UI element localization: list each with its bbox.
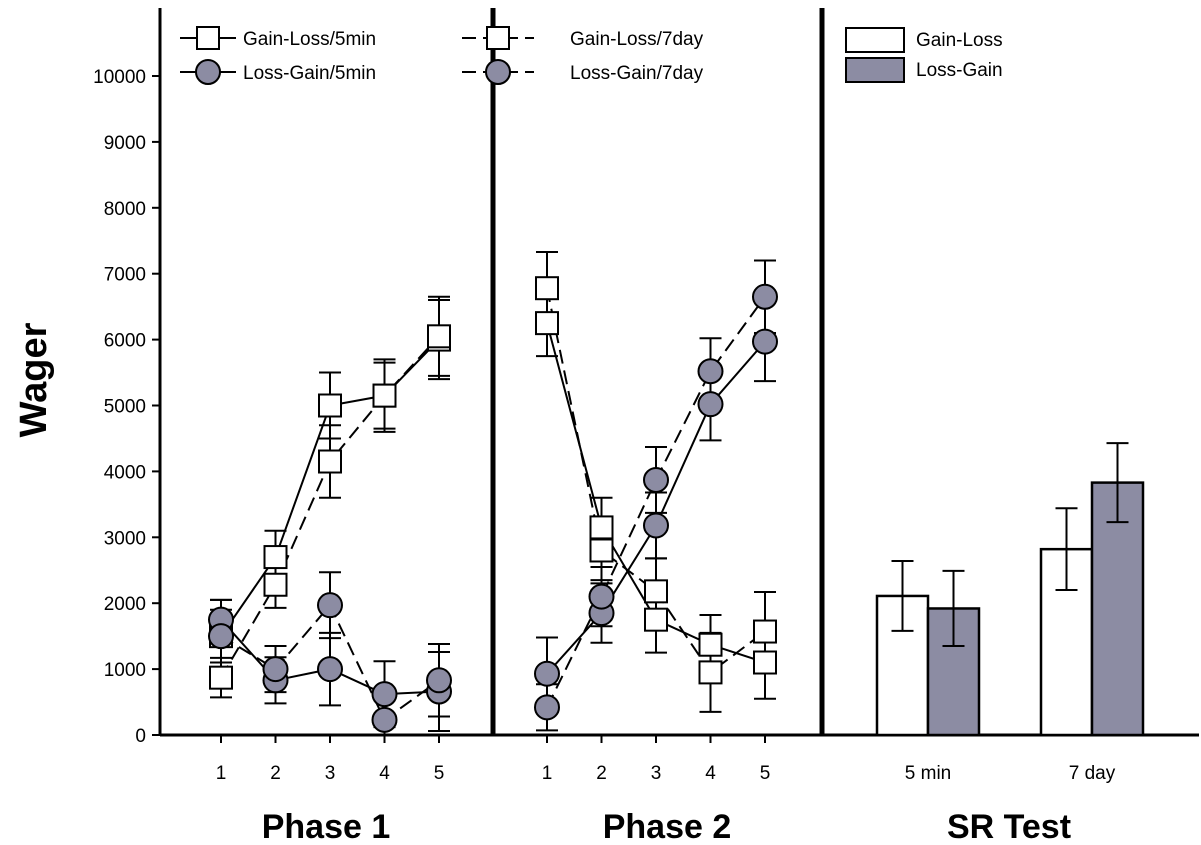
y-tick-label: 6000 [104,331,146,352]
bar-filled [926,607,981,737]
data-point-circle [262,656,289,683]
x-tick-label: 2 [270,763,281,784]
data-point-circle [371,706,398,733]
x-tick-label: 1 [216,763,227,784]
y-axis: 0 1000 2000 3000 4000 5000 6000 7000 8000 9000 100… [93,67,160,747]
data-point-square [589,515,614,540]
data-point-circle [643,466,669,493]
data-point-square [263,545,288,570]
y-tick-label: 0 [135,726,146,747]
data-point-square [698,632,723,657]
legend-marker-square [486,26,510,50]
line-legend: Gain-Loss/5min Loss-Gain/5min Gain-Loss/7d… [180,26,704,85]
data-point-circle [317,656,343,683]
panel-title-sr-test: SR Test [947,808,1071,845]
data-point-circle [534,660,560,687]
legend-label: Gain-Loss/7day [570,29,704,50]
chart-frame [158,8,1199,737]
y-tick-label: 7000 [104,265,146,286]
legend-label: Loss-Gain/7day [570,63,704,84]
y-tick-label: 1000 [104,660,146,681]
data-point-circle [588,583,615,610]
y-tick-label: 3000 [104,528,146,549]
legend-label: Loss-Gain/5min [243,63,376,84]
y-tick-label: 10000 [93,67,146,88]
data-point-circle [643,512,669,539]
data-point-square [644,607,668,632]
data-point-circle [208,623,234,650]
series-line-square-dashed [546,287,766,674]
data-point-square [698,660,723,685]
data-point-circle [697,358,724,385]
y-tick-label: 9000 [104,133,146,154]
data-point-circle [752,328,778,355]
data-point-circle [317,592,343,619]
y-axis-label: Wager [13,322,55,437]
panel-sr-test: 5 min 7 day [875,442,1145,784]
legend-label: Gain-Loss/5min [243,29,376,50]
x-tick-label: 2 [596,763,607,784]
data-point-square [427,324,451,349]
bar-filled [1090,481,1145,737]
bar-legend-label: Loss-Gain [916,60,1003,81]
x-tick-label: 1 [542,763,553,784]
panel-title-phase-2: Phase 2 [603,808,732,845]
y-tick-label: 4000 [104,462,146,483]
x-tick-label: 3 [325,763,336,784]
panel-phase-1: 1 2 3 4 5 [208,295,452,784]
data-point-circle [697,391,724,418]
bar-legend-label: Gain-Loss [916,30,1003,51]
data-point-square [753,619,777,644]
data-point-square [589,538,614,563]
data-point-square [535,276,559,301]
y-tick-label: 5000 [104,397,146,418]
data-point-circle [371,681,398,708]
x-tick-label: 5 [760,763,771,784]
data-point-square [644,579,668,604]
data-point-square [263,572,288,597]
data-point-square [372,383,397,408]
x-tick-label: 4 [705,763,716,784]
data-point-circle [426,667,452,694]
data-point-square [753,650,777,675]
bar-legend-swatch-filled [845,57,905,83]
legend-marker-circle [485,59,511,85]
legend-marker-circle [195,59,221,85]
x-tick-label: 7 day [1069,763,1116,784]
panel-title-phase-1: Phase 1 [262,808,391,845]
x-tick-label: 3 [651,763,662,784]
data-point-circle [534,694,560,721]
x-tick-label: 5 [434,763,445,784]
bar-legend-swatch-open [845,27,905,53]
data-point-circle [752,283,778,310]
y-tick-label: 2000 [104,594,146,615]
x-tick-label: 4 [379,763,390,784]
x-tick-label: 5 min [905,763,951,784]
y-tick-label: 8000 [104,199,146,220]
bar-legend: Gain-Loss Loss-Gain [845,27,1003,83]
data-point-square [318,393,342,418]
panel-phase-2: 1 2 3 4 5 [534,250,778,784]
legend-marker-square [196,26,220,50]
data-point-square [209,665,233,690]
data-point-square [535,311,559,336]
data-point-square [318,449,342,474]
